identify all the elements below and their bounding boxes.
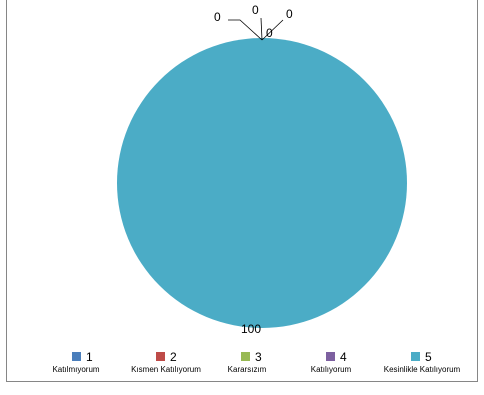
- data-label-1: 0: [214, 10, 221, 24]
- legend-number-5: 5: [425, 350, 432, 364]
- data-label-5: 100: [241, 322, 261, 336]
- legend-number-2: 2: [170, 350, 177, 364]
- legend-number-1: 1: [86, 350, 93, 364]
- legend-label-5: Kesinlikle Katılıyorum: [384, 365, 461, 374]
- legend-label-1: Katılmıyorum: [52, 365, 99, 374]
- data-label-4: 0: [266, 26, 273, 40]
- leader-line-2: [260, 17, 263, 41]
- pie-slice-5: [117, 38, 407, 328]
- pie-slices: [117, 38, 407, 328]
- legend-number-3: 3: [255, 350, 262, 364]
- legend-swatch-2: [156, 352, 165, 361]
- legend-swatch-3: [241, 352, 250, 361]
- legend-swatch-4: [326, 352, 335, 361]
- data-label-2: 0: [252, 3, 259, 17]
- legend-label-4: Katılıyorum: [311, 365, 352, 374]
- data-label-3: 0: [286, 7, 293, 21]
- legend-swatch-5: [411, 352, 420, 361]
- leader-line-1: [228, 19, 263, 41]
- legend-label-2: Kısmen Katılıyorum: [131, 365, 201, 374]
- leader-line-3: [261, 19, 284, 41]
- legend-label-3: Kararsızım: [228, 365, 267, 374]
- legend-swatch-1: [72, 352, 81, 361]
- legend-number-4: 4: [340, 350, 347, 364]
- leader-lines: [228, 17, 284, 41]
